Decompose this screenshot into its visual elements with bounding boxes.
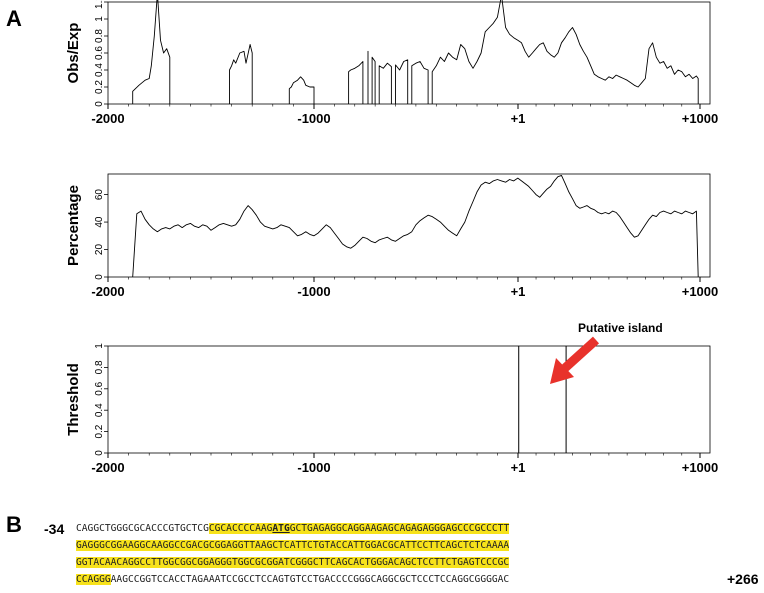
- data-series-line: [132, 174, 699, 278]
- y-tick-label: 0: [94, 101, 105, 107]
- x-tick-label: -2000: [91, 284, 124, 299]
- x-tick-label: -2000: [91, 111, 124, 126]
- y-tick-label: 0.6: [94, 381, 105, 395]
- x-tick-label: +1000: [682, 284, 719, 299]
- sequence-plain: AAGCCGGTCCACCTAGAAATCCGCCTCCAGTGTCCTGACC…: [110, 574, 510, 585]
- y-tick-label: 1: [94, 16, 105, 22]
- sequence-highlight: CGCACCCCAAG: [208, 523, 273, 534]
- x-tick-label: +1000: [682, 460, 719, 475]
- panel-b-label: B: [6, 512, 22, 537]
- y-tick-label: 0: [94, 274, 105, 280]
- x-tick-label: +1000: [682, 111, 719, 126]
- sequence-end-label: +266: [727, 571, 759, 587]
- plot-frame: [107, 173, 711, 278]
- sequence-highlight: CCAGGG: [76, 574, 111, 585]
- y-axis-label: Obs/Exp: [65, 23, 82, 84]
- sequence-line: CAGGCTGGGCGCACCCGTGCTCGCGCACCCCAAGATGGCT…: [76, 520, 736, 537]
- y-tick-label: 0.2: [94, 80, 105, 94]
- x-tick-label: +1: [511, 111, 526, 126]
- arrow-head-icon: [550, 358, 574, 384]
- panel-a-label: A: [6, 6, 22, 31]
- x-tick-label: -2000: [91, 460, 124, 475]
- y-tick-label: 60: [94, 189, 105, 201]
- y-tick-label: 0.6: [94, 46, 105, 60]
- y-tick-label: 40: [94, 216, 105, 228]
- start-codon: ATG: [272, 523, 290, 534]
- sequence-highlight: GGTACAACAGGCCTTGGCGGCGGAGGGTGGCGCGGATCGG…: [76, 557, 510, 568]
- plot-frame: [107, 1, 711, 105]
- y-tick-label: 0.8: [94, 29, 105, 43]
- y-tick-label: 0: [94, 450, 105, 456]
- x-tick-label: -1000: [297, 284, 330, 299]
- y-tick-label: 1.2: [94, 0, 105, 9]
- y-axis-label: Threshold: [65, 363, 82, 436]
- data-series-line: [132, 0, 699, 104]
- plot-frame: [107, 345, 711, 454]
- y-tick-label: 0.4: [94, 403, 105, 417]
- x-tick-label: +1: [511, 284, 526, 299]
- x-tick-label: -1000: [297, 460, 330, 475]
- sequence-highlight: GCTGAGAGGCAGGAAGAGCAGAGAGGGAGCCCGCCCTT: [289, 523, 510, 534]
- sequence-block: CAGGCTGGGCGCACCCGTGCTCGCGCACCCCAAGATGGCT…: [76, 520, 736, 588]
- sequence-start-label: -34: [44, 521, 65, 537]
- y-tick-label: 0.8: [94, 360, 105, 374]
- sequence-line: GAGGGCGGAAGGCAAGGCCGACGCGGAGGTTAAGCTCATT…: [76, 537, 736, 554]
- sequence-line: CCAGGGAAGCCGGTCCACCTAGAAATCCGCCTCCAGTGTC…: [76, 571, 736, 588]
- sequence-highlight: GAGGGCGGAAGGCAAGGCCGACGCGGAGGTTAAGCTCATT…: [76, 540, 510, 551]
- y-axis-label: Percentage: [65, 185, 82, 266]
- y-tick-label: 20: [94, 244, 105, 256]
- y-tick-label: 0.2: [94, 424, 105, 438]
- y-tick-label: 1: [94, 343, 105, 349]
- y-tick-label: 0.4: [94, 63, 105, 77]
- x-tick-label: +1: [511, 460, 526, 475]
- chart-area: -2000 -1000 +1 +1000 0 0.2 0.4 0.6 0.8 1 1.2 Obs/Ex…: [65, 0, 719, 475]
- sequence-plain: CAGGCTGGGCGCACCCGTGCTCG: [76, 523, 209, 534]
- annotation-label: Putative island: [578, 321, 663, 335]
- sequence-line: GGTACAACAGGCCTTGGCGGCGGAGGGTGGCGCGGATCGG…: [76, 554, 736, 571]
- x-tick-label: -1000: [297, 111, 330, 126]
- arrow-icon: [561, 336, 600, 372]
